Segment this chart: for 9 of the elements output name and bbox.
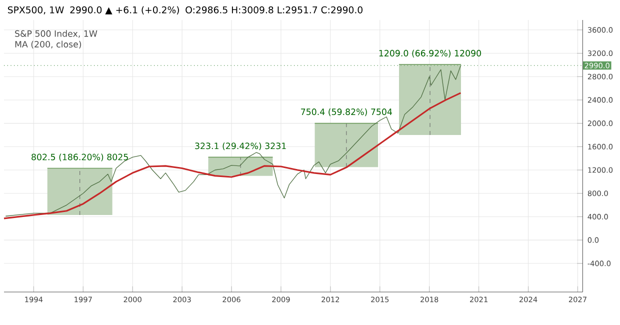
text: 2990.0 ▲ +6.1 (+0.2%) — [70, 6, 179, 14]
annotation: 323.1 (29.42%) 3231 — [195, 142, 286, 150]
text: MA (200, close) — [15, 40, 82, 49]
annotation: 750.4 (59.82%) 7504 — [301, 108, 392, 116]
annotation: 1209.0 (66.92%) 12090 — [379, 50, 482, 58]
annotation: S&P 500 Index, 1W — [15, 30, 98, 38]
annotation: 802.5 (186.20%) 8025 — [32, 154, 128, 162]
chart-title: SPX500, 1W — [8, 6, 64, 14]
text: O:2986.5 H:3009.8 L:2951.7 C:2990.0 — [186, 6, 362, 14]
